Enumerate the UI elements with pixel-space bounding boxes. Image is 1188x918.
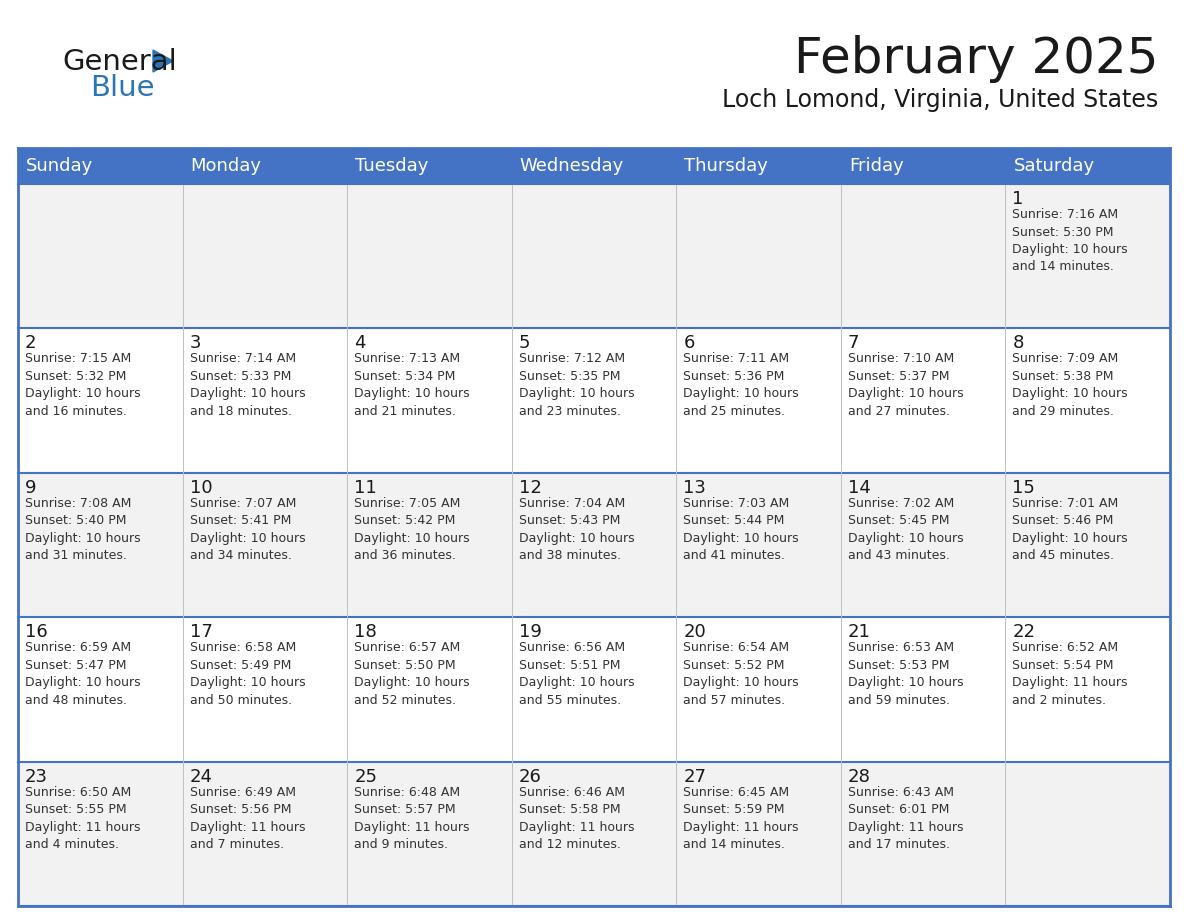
Text: Sunrise: 6:56 AM
Sunset: 5:51 PM
Daylight: 10 hours
and 55 minutes.: Sunrise: 6:56 AM Sunset: 5:51 PM Dayligh…	[519, 641, 634, 707]
Text: 26: 26	[519, 767, 542, 786]
Text: Sunrise: 7:15 AM
Sunset: 5:32 PM
Daylight: 10 hours
and 16 minutes.: Sunrise: 7:15 AM Sunset: 5:32 PM Dayligh…	[25, 353, 140, 418]
Bar	[18, 473, 1170, 617]
Text: Sunrise: 7:10 AM
Sunset: 5:37 PM
Daylight: 10 hours
and 27 minutes.: Sunrise: 7:10 AM Sunset: 5:37 PM Dayligh…	[848, 353, 963, 418]
Text: Sunrise: 7:14 AM
Sunset: 5:33 PM
Daylight: 10 hours
and 18 minutes.: Sunrise: 7:14 AM Sunset: 5:33 PM Dayligh…	[190, 353, 305, 418]
Text: Sunrise: 7:16 AM
Sunset: 5:30 PM
Daylight: 10 hours
and 14 minutes.: Sunrise: 7:16 AM Sunset: 5:30 PM Dayligh…	[1012, 208, 1129, 274]
Text: Wednesday: Wednesday	[519, 157, 624, 175]
Text: Sunrise: 7:13 AM
Sunset: 5:34 PM
Daylight: 10 hours
and 21 minutes.: Sunrise: 7:13 AM Sunset: 5:34 PM Dayligh…	[354, 353, 469, 418]
Text: 19: 19	[519, 623, 542, 641]
Text: Sunrise: 7:11 AM
Sunset: 5:36 PM
Daylight: 10 hours
and 25 minutes.: Sunrise: 7:11 AM Sunset: 5:36 PM Dayligh…	[683, 353, 798, 418]
Text: Sunrise: 7:04 AM
Sunset: 5:43 PM
Daylight: 10 hours
and 38 minutes.: Sunrise: 7:04 AM Sunset: 5:43 PM Dayligh…	[519, 497, 634, 563]
Text: Monday: Monday	[190, 157, 261, 175]
Text: 22: 22	[1012, 623, 1036, 641]
Text: 25: 25	[354, 767, 377, 786]
Text: Sunrise: 7:12 AM
Sunset: 5:35 PM
Daylight: 10 hours
and 23 minutes.: Sunrise: 7:12 AM Sunset: 5:35 PM Dayligh…	[519, 353, 634, 418]
Text: 10: 10	[190, 479, 213, 497]
Text: 7: 7	[848, 334, 859, 353]
Text: 1: 1	[1012, 190, 1024, 208]
Text: Thursday: Thursday	[684, 157, 769, 175]
Text: 20: 20	[683, 623, 706, 641]
Text: Sunrise: 6:50 AM
Sunset: 5:55 PM
Daylight: 11 hours
and 4 minutes.: Sunrise: 6:50 AM Sunset: 5:55 PM Dayligh…	[25, 786, 140, 851]
Text: 8: 8	[1012, 334, 1024, 353]
Text: 2: 2	[25, 334, 37, 353]
Text: 21: 21	[848, 623, 871, 641]
Text: 5: 5	[519, 334, 530, 353]
Text: Tuesday: Tuesday	[355, 157, 429, 175]
Text: Sunrise: 7:02 AM
Sunset: 5:45 PM
Daylight: 10 hours
and 43 minutes.: Sunrise: 7:02 AM Sunset: 5:45 PM Dayligh…	[848, 497, 963, 563]
Text: Sunrise: 7:08 AM
Sunset: 5:40 PM
Daylight: 10 hours
and 31 minutes.: Sunrise: 7:08 AM Sunset: 5:40 PM Dayligh…	[25, 497, 140, 563]
Text: 14: 14	[848, 479, 871, 497]
Text: Blue: Blue	[90, 74, 154, 102]
Text: Saturday: Saturday	[1013, 157, 1094, 175]
Text: Sunrise: 7:09 AM
Sunset: 5:38 PM
Daylight: 10 hours
and 29 minutes.: Sunrise: 7:09 AM Sunset: 5:38 PM Dayligh…	[1012, 353, 1129, 418]
Text: 28: 28	[848, 767, 871, 786]
Bar	[18, 148, 1170, 184]
Text: 15: 15	[1012, 479, 1035, 497]
Text: 4: 4	[354, 334, 366, 353]
Text: Sunrise: 6:57 AM
Sunset: 5:50 PM
Daylight: 10 hours
and 52 minutes.: Sunrise: 6:57 AM Sunset: 5:50 PM Dayligh…	[354, 641, 469, 707]
Text: 16: 16	[25, 623, 48, 641]
Text: Sunrise: 7:07 AM
Sunset: 5:41 PM
Daylight: 10 hours
and 34 minutes.: Sunrise: 7:07 AM Sunset: 5:41 PM Dayligh…	[190, 497, 305, 563]
Text: Sunrise: 6:49 AM
Sunset: 5:56 PM
Daylight: 11 hours
and 7 minutes.: Sunrise: 6:49 AM Sunset: 5:56 PM Dayligh…	[190, 786, 305, 851]
Text: Sunrise: 6:58 AM
Sunset: 5:49 PM
Daylight: 10 hours
and 50 minutes.: Sunrise: 6:58 AM Sunset: 5:49 PM Dayligh…	[190, 641, 305, 707]
Text: 9: 9	[25, 479, 37, 497]
Text: February 2025: February 2025	[794, 35, 1158, 83]
Text: 3: 3	[190, 334, 201, 353]
Text: 18: 18	[354, 623, 377, 641]
Bar	[18, 184, 1170, 329]
Bar	[18, 762, 1170, 906]
Text: Sunrise: 6:54 AM
Sunset: 5:52 PM
Daylight: 10 hours
and 57 minutes.: Sunrise: 6:54 AM Sunset: 5:52 PM Dayligh…	[683, 641, 798, 707]
Text: Sunrise: 6:46 AM
Sunset: 5:58 PM
Daylight: 11 hours
and 12 minutes.: Sunrise: 6:46 AM Sunset: 5:58 PM Dayligh…	[519, 786, 634, 851]
Text: Sunrise: 6:59 AM
Sunset: 5:47 PM
Daylight: 10 hours
and 48 minutes.: Sunrise: 6:59 AM Sunset: 5:47 PM Dayligh…	[25, 641, 140, 707]
Bar	[18, 617, 1170, 762]
Text: 23: 23	[25, 767, 48, 786]
Polygon shape	[153, 50, 173, 72]
Text: 6: 6	[683, 334, 695, 353]
Text: 13: 13	[683, 479, 706, 497]
Text: Sunrise: 6:45 AM
Sunset: 5:59 PM
Daylight: 11 hours
and 14 minutes.: Sunrise: 6:45 AM Sunset: 5:59 PM Dayligh…	[683, 786, 798, 851]
Text: 11: 11	[354, 479, 377, 497]
Text: Loch Lomond, Virginia, United States: Loch Lomond, Virginia, United States	[722, 88, 1158, 112]
Text: Sunrise: 7:01 AM
Sunset: 5:46 PM
Daylight: 10 hours
and 45 minutes.: Sunrise: 7:01 AM Sunset: 5:46 PM Dayligh…	[1012, 497, 1129, 563]
Text: 17: 17	[190, 623, 213, 641]
Bar	[18, 329, 1170, 473]
Text: Friday: Friday	[849, 157, 904, 175]
Text: General: General	[62, 48, 177, 76]
Text: Sunrise: 6:48 AM
Sunset: 5:57 PM
Daylight: 11 hours
and 9 minutes.: Sunrise: 6:48 AM Sunset: 5:57 PM Dayligh…	[354, 786, 469, 851]
Text: Sunrise: 6:53 AM
Sunset: 5:53 PM
Daylight: 10 hours
and 59 minutes.: Sunrise: 6:53 AM Sunset: 5:53 PM Dayligh…	[848, 641, 963, 707]
Text: Sunrise: 7:05 AM
Sunset: 5:42 PM
Daylight: 10 hours
and 36 minutes.: Sunrise: 7:05 AM Sunset: 5:42 PM Dayligh…	[354, 497, 469, 563]
Text: Sunrise: 7:03 AM
Sunset: 5:44 PM
Daylight: 10 hours
and 41 minutes.: Sunrise: 7:03 AM Sunset: 5:44 PM Dayligh…	[683, 497, 798, 563]
Text: 27: 27	[683, 767, 707, 786]
Text: Sunrise: 6:52 AM
Sunset: 5:54 PM
Daylight: 11 hours
and 2 minutes.: Sunrise: 6:52 AM Sunset: 5:54 PM Dayligh…	[1012, 641, 1127, 707]
Text: 24: 24	[190, 767, 213, 786]
Text: Sunrise: 6:43 AM
Sunset: 6:01 PM
Daylight: 11 hours
and 17 minutes.: Sunrise: 6:43 AM Sunset: 6:01 PM Dayligh…	[848, 786, 963, 851]
Text: Sunday: Sunday	[26, 157, 93, 175]
Text: 12: 12	[519, 479, 542, 497]
